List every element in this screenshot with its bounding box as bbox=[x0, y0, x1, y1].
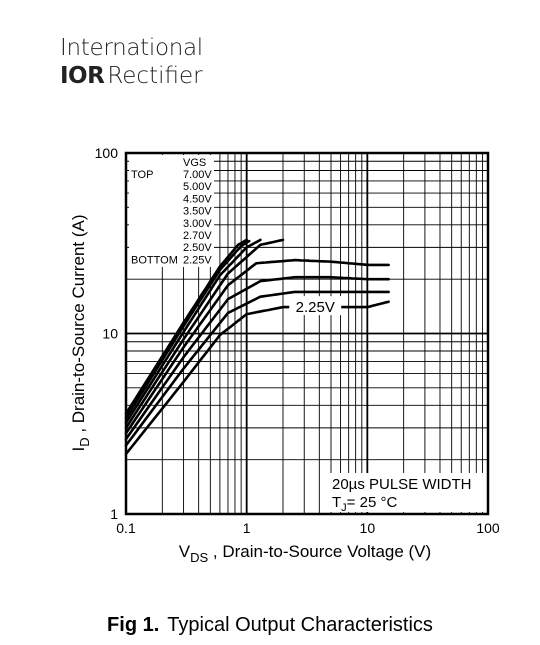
series-line-vgs-3-00v bbox=[124, 258, 390, 435]
series-line-vgs-3-50v bbox=[124, 238, 285, 430]
x-axis-title: VDS , Drain-to-Source Voltage (V) bbox=[179, 542, 431, 565]
curve-label-background bbox=[289, 296, 342, 316]
legend-header: VGS bbox=[183, 157, 206, 169]
legend-entry: 7.00V bbox=[183, 169, 212, 181]
legend-entry: 2.50V bbox=[183, 242, 212, 254]
x-tick-label: 100 bbox=[476, 520, 500, 536]
series-line-vgs-5-00v bbox=[124, 239, 251, 420]
legend-row-prefix: BOTTOM bbox=[131, 254, 178, 266]
series-line-vgs-7-00v bbox=[124, 238, 248, 415]
legend-entry: 4.50V bbox=[183, 193, 212, 205]
logo-line-rectifier: IOR Rectifier bbox=[60, 62, 203, 90]
junction-temp-note: TJ= 25 °C bbox=[332, 494, 397, 514]
y-tick-label: 10 bbox=[102, 326, 118, 342]
y-axis-title: ID , Drain-to-Source Current (A) bbox=[69, 214, 92, 451]
series-line-vgs-2-50v bbox=[124, 290, 390, 447]
legend-entry: 2.25V bbox=[183, 254, 212, 266]
logo-line-international: International bbox=[60, 35, 203, 61]
legend-entry: 3.00V bbox=[183, 218, 212, 230]
curve-label-2-25v: 2.25V bbox=[296, 299, 335, 316]
legend-background bbox=[129, 155, 214, 267]
x-tick-label: 1 bbox=[243, 520, 251, 536]
axis-titles: VDS , Drain-to-Source Voltage (V) ID , Dr… bbox=[69, 214, 431, 565]
logo-ior-mark: IOR bbox=[60, 63, 105, 89]
series-curves bbox=[124, 238, 390, 456]
figure-caption: Fig 1. Typical Output Characteristics bbox=[0, 614, 540, 637]
company-logo: International IOR Rectifier bbox=[60, 34, 203, 90]
legend-entry: 3.50V bbox=[183, 206, 212, 218]
x-tick-label: 0.1 bbox=[116, 520, 136, 536]
legend-entry: 2.70V bbox=[183, 230, 212, 242]
logo-rectifier-word: Rectifier bbox=[107, 63, 203, 89]
y-tick-label: 100 bbox=[95, 145, 119, 161]
series-line-vgs-4-50v bbox=[124, 238, 262, 425]
series-line-vgs-2-70v bbox=[124, 275, 390, 441]
figure-number: Fig 1. bbox=[107, 614, 160, 636]
legend-row-prefix: TOP bbox=[131, 169, 153, 181]
y-tick-label: 1 bbox=[110, 506, 118, 522]
legend-entry: 5.00V bbox=[183, 181, 212, 193]
plot-frame bbox=[124, 151, 490, 516]
pulse-note-background bbox=[329, 473, 486, 512]
legend: VGS TOP 7.00V5.00V4.50V3.50V3.00V2.70V2.50… bbox=[129, 155, 214, 267]
pulse-width-note: 20µs PULSE WIDTH bbox=[332, 476, 472, 493]
series-line-vgs-2-25v bbox=[124, 300, 390, 456]
figure-caption-text: Typical Output Characteristics bbox=[167, 614, 433, 636]
x-tick-label: 10 bbox=[360, 520, 376, 536]
